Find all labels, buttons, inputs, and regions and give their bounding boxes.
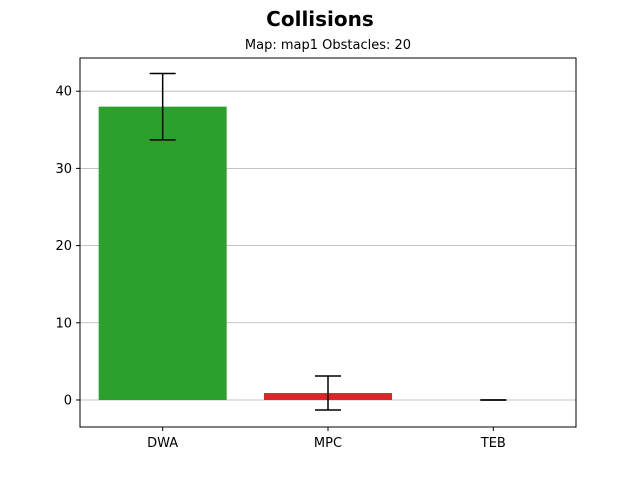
bar-dwa	[98, 106, 227, 400]
x-tick-label-teb: TEB	[480, 436, 506, 451]
y-tick-label: 30	[55, 162, 72, 177]
bars	[98, 106, 392, 400]
error-bars	[149, 72, 507, 411]
chart-title: Collisions	[266, 7, 374, 31]
x-tick-label-mpc: MPC	[314, 436, 342, 451]
chart-subtitle: Map: map1 Obstacles: 20	[245, 38, 411, 53]
y-axis: 0 10 20 30 40	[55, 85, 80, 408]
y-tick-label: 20	[55, 239, 72, 254]
x-tick-label-dwa: DWA	[147, 436, 178, 451]
x-axis: DWA MPC TEB	[147, 427, 506, 451]
y-tick-label: 10	[55, 316, 72, 331]
y-tick-label: 40	[55, 85, 72, 100]
y-tick-label: 0	[64, 393, 72, 408]
